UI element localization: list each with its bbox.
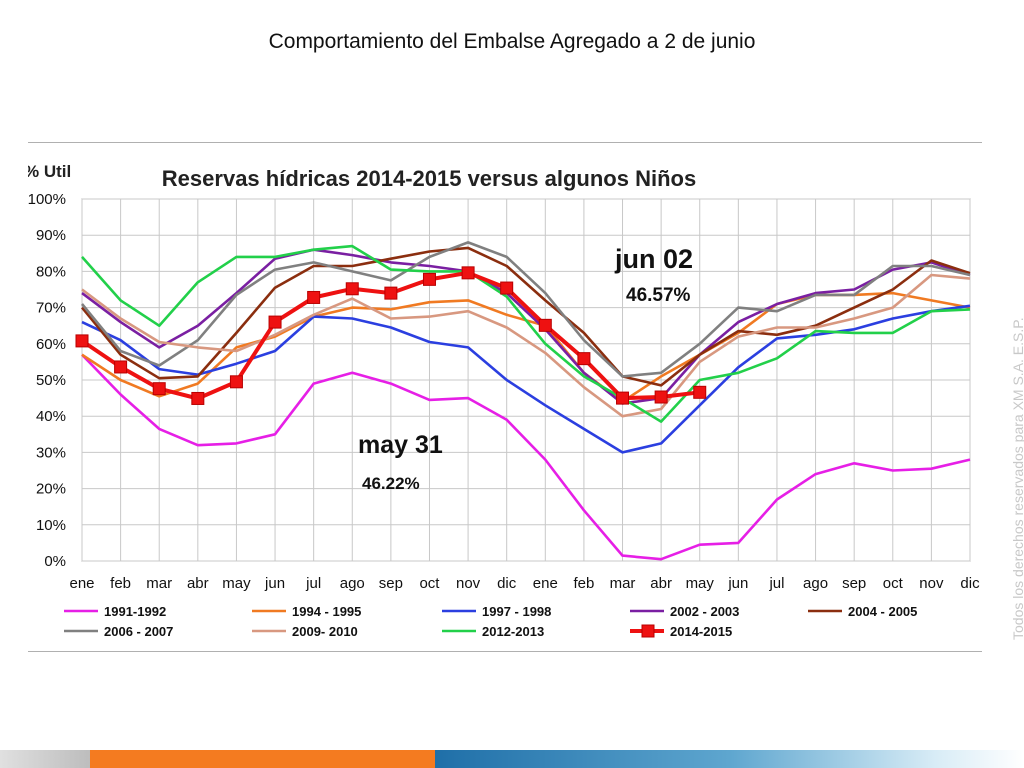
y-tick-label: 20% (36, 481, 66, 498)
y-tick-label: 40% (36, 408, 66, 425)
x-tick-label: ene (533, 575, 558, 592)
data-point-2014-2015 (577, 352, 591, 366)
x-tick-label: jun (264, 575, 285, 592)
y-tick-label: 90% (36, 227, 66, 244)
annotation-may31-value: 46.22% (362, 474, 420, 493)
annotation-may31-label: may 31 (358, 431, 443, 459)
x-tick-label: jun (727, 575, 748, 592)
series-line-2012-2013 (81, 244, 971, 423)
x-tick-label: jul (768, 575, 784, 592)
axis-ticks: 0%10%20%30%40%50%60%70%80%90%100%ene feb m… (28, 191, 980, 592)
y-tick-label: 80% (36, 263, 66, 280)
data-point-2014-2015 (461, 266, 475, 280)
data-point-2014-2015 (152, 382, 166, 396)
legend-label: 2014-2015 (670, 624, 732, 639)
x-tick-label: oct (419, 575, 440, 592)
x-tick-label: mar (610, 575, 636, 592)
x-tick-label: abr (650, 575, 672, 592)
legend-label: 2006 - 2007 (104, 624, 173, 639)
legend-label: 2012-2013 (482, 624, 544, 639)
x-tick-label: dic (960, 575, 980, 592)
data-point-2014-2015 (616, 391, 630, 405)
x-tick-label: feb (110, 575, 131, 592)
series-line-2002-2003 (81, 248, 971, 405)
series-line-1991-1992 (81, 353, 971, 561)
y-tick-label: 60% (36, 336, 66, 353)
chart-title: Reservas hídricas 2014-2015 versus algun… (162, 166, 696, 191)
series-line-1997-1998 (81, 304, 971, 454)
x-tick-label: mar (146, 575, 172, 592)
legend-label: 1994 - 1995 (292, 604, 361, 619)
x-tick-label: ago (340, 575, 365, 592)
copyright-watermark: Todos los derechos reservados para XM S.… (1010, 317, 1024, 640)
data-point-2014-2015 (384, 286, 398, 300)
x-tick-label: jul (305, 575, 321, 592)
x-tick-label: sep (842, 575, 866, 592)
legend-marker (641, 624, 655, 638)
annotation-jun02-label: jun 02 (614, 244, 693, 274)
x-tick-label: nov (456, 575, 481, 592)
series-line-2004-2005 (80, 246, 971, 387)
data-point-2014-2015 (268, 315, 282, 329)
footer-bar-orange (90, 750, 435, 768)
legend-label: 2002 - 2003 (670, 604, 739, 619)
legend-label: 1991-1992 (104, 604, 166, 619)
data-point-2014-2015 (114, 360, 128, 374)
grid (81, 198, 971, 562)
data-point-2014-2015 (75, 334, 89, 348)
y-tick-label: 70% (36, 300, 66, 317)
legend: 1991-1992 1994 - 1995 1997 - 1998 2002 - 20… (64, 604, 917, 639)
x-tick-label: sep (379, 575, 403, 592)
legend-label: 2009- 2010 (292, 624, 358, 639)
x-tick-label: oct (883, 575, 904, 592)
x-tick-label: may (222, 575, 251, 592)
series-line-2009-2010 (81, 273, 971, 418)
annotations: jun 02 46.57% may 31 46.22% (358, 244, 693, 493)
y-tick-label: 0% (44, 553, 66, 570)
y-tick-label: 30% (36, 444, 66, 461)
x-tick-label: abr (187, 575, 209, 592)
legend-label: 2004 - 2005 (848, 604, 917, 619)
series-lines (75, 241, 971, 561)
x-tick-label: may (686, 575, 715, 592)
footer-bar-gray (0, 750, 90, 768)
data-point-2014-2015 (538, 318, 552, 332)
footer-bar-blue (435, 750, 1024, 768)
slide-title: Comportamiento del Embalse Agregado a 2 … (268, 30, 756, 53)
y-tick-label: 10% (36, 517, 66, 534)
data-point-2014-2015 (191, 391, 205, 405)
y-tick-label: 100% (28, 191, 66, 208)
x-tick-label: dic (497, 575, 517, 592)
data-point-2014-2015 (307, 290, 321, 304)
x-tick-label: nov (919, 575, 944, 592)
x-tick-label: ago (803, 575, 828, 592)
line-chart: Reservas hídricas 2014-2015 versus algun… (28, 162, 980, 639)
data-point-2014-2015 (422, 272, 436, 286)
series-line-2006-2007 (80, 241, 971, 378)
chart-container: Reservas hídricas 2014-2015 versus algun… (28, 142, 982, 652)
data-point-2014-2015 (654, 390, 668, 404)
y-tick-label: 50% (36, 372, 66, 389)
data-point-2014-2015 (229, 375, 243, 389)
annotation-jun02-value: 46.57% (626, 285, 691, 306)
y-axis-label: % Util (28, 162, 71, 181)
x-tick-label: ene (69, 575, 94, 592)
data-point-2014-2015 (345, 282, 359, 296)
data-point-2014-2015 (500, 281, 514, 295)
data-point-2014-2015 (693, 385, 707, 399)
x-tick-label: feb (573, 575, 594, 592)
legend-label: 1997 - 1998 (482, 604, 551, 619)
